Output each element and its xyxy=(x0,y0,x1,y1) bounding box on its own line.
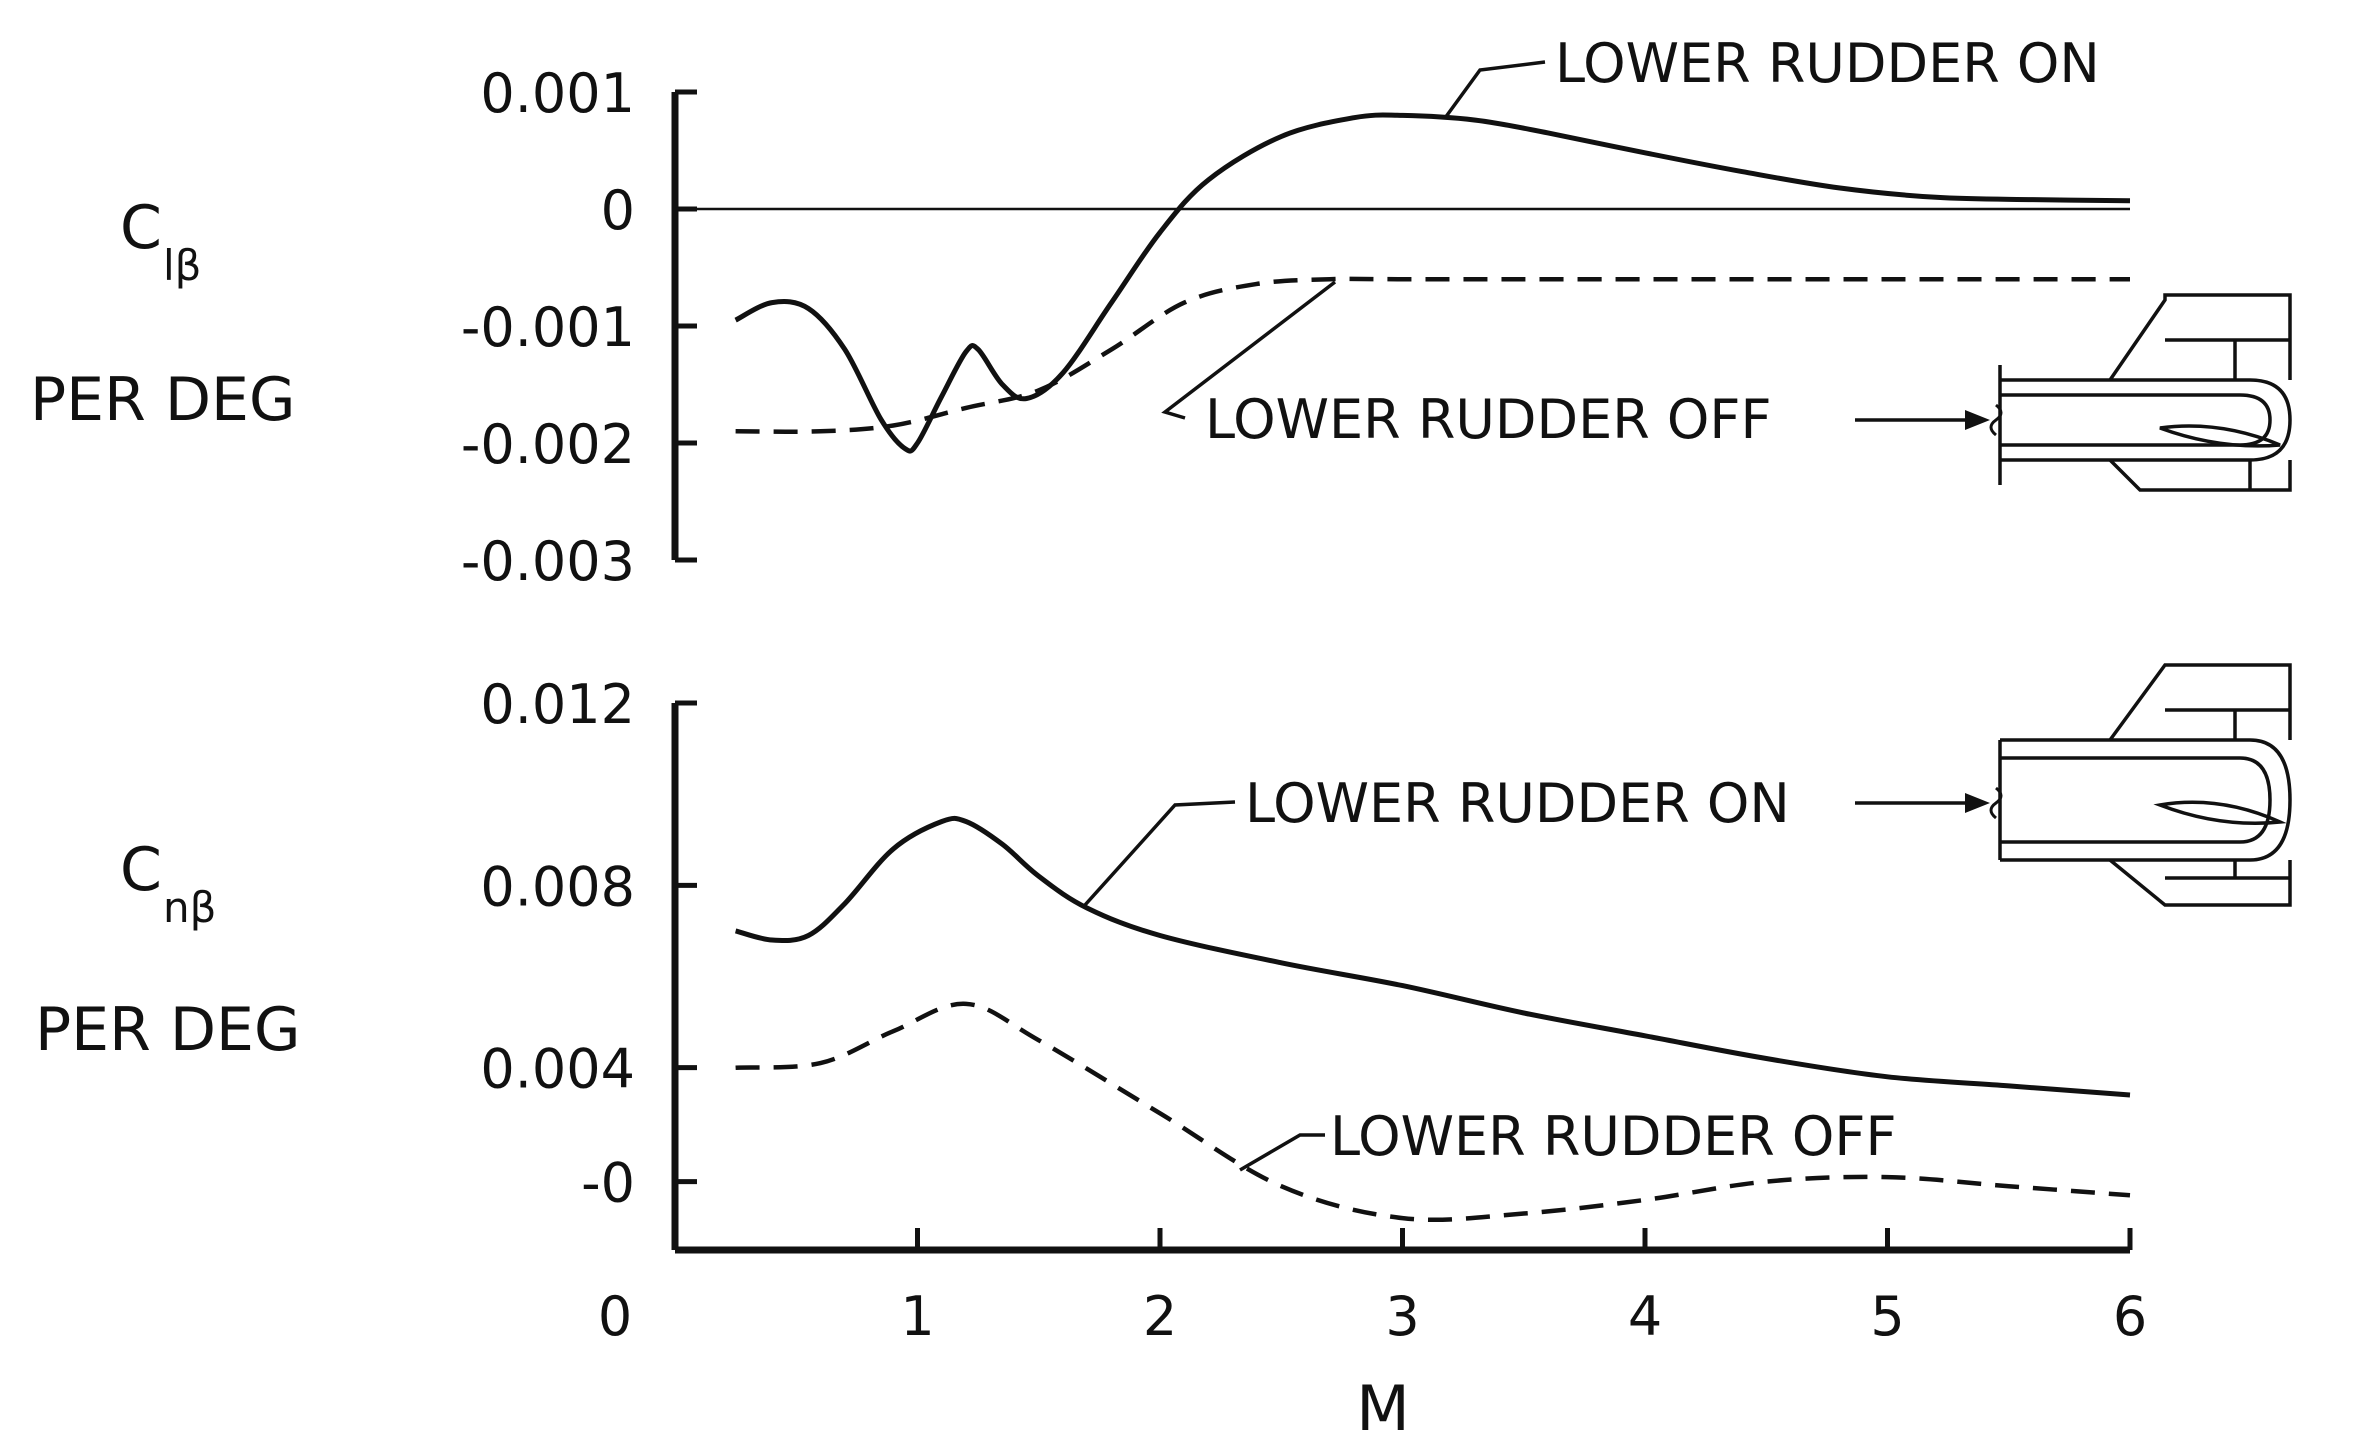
bottom-x-tick-label: 5 xyxy=(1870,1285,1904,1348)
bottom-on-arrowhead xyxy=(1965,793,1990,813)
top-y-tick-label: -0.002 xyxy=(461,413,635,476)
bottom-y-tick-label: 0.008 xyxy=(480,855,635,918)
top-on-leader xyxy=(1443,60,1546,120)
bottom-x-tick-label: 0 xyxy=(598,1285,632,1348)
top-off-leader xyxy=(1161,280,1337,420)
top-y-label-sub: lβ xyxy=(163,241,201,290)
bottom-series-rudder-on xyxy=(734,815,2131,1098)
top-y-tick-label: 0 xyxy=(601,179,635,242)
aircraft-sketch-rudder-on xyxy=(1989,663,2292,907)
bottom-chart: C nβ PER DEG 0.012 0.008 0.004 -0 0 1 2 3 4 5 6 M… xyxy=(35,663,2292,1445)
bottom-y-tick-label: 0.012 xyxy=(480,673,635,736)
bottom-y-tick-label: 0.004 xyxy=(480,1038,635,1101)
bottom-series-rudder-off xyxy=(735,1001,2131,1223)
bottom-on-leader xyxy=(1083,800,1236,907)
bottom-y-label-sub: nβ xyxy=(163,883,216,932)
bottom-x-tick-label: 3 xyxy=(1385,1285,1419,1348)
top-y-label-unit: PER DEG xyxy=(30,365,295,435)
bottom-y-label-unit: PER DEG xyxy=(35,995,300,1065)
bottom-x-ticks: 0 1 2 3 4 5 6 xyxy=(598,1228,2147,1348)
top-y-label-main: C xyxy=(120,193,162,263)
top-y-tick-label: -0.001 xyxy=(461,296,635,359)
top-chart: C lβ PER DEG 0.001 0 -0.001 -0.002 -0.003 LO… xyxy=(30,32,2292,593)
bottom-x-tick-label: 6 xyxy=(2113,1285,2147,1348)
bottom-x-tick-label: 4 xyxy=(1628,1285,1662,1348)
bottom-y-label: C nβ PER DEG xyxy=(35,835,300,1065)
top-y-tick-label: 0.001 xyxy=(480,62,635,125)
top-y-ticks: 0.001 0 -0.001 -0.002 -0.003 xyxy=(461,62,697,593)
top-series-rudder-off xyxy=(735,276,2130,434)
top-off-arrowhead xyxy=(1965,410,1990,430)
top-on-callout: LOWER RUDDER ON xyxy=(1555,32,2100,95)
aircraft-sketch-rudder-off xyxy=(1989,293,2292,492)
bottom-x-tick-label: 1 xyxy=(900,1285,934,1348)
bottom-off-callout: LOWER RUDDER OFF xyxy=(1330,1105,1897,1168)
bottom-x-tick-label: 2 xyxy=(1143,1285,1177,1348)
bottom-x-label: M xyxy=(1356,1372,1410,1445)
top-off-callout: LOWER RUDDER OFF xyxy=(1205,388,1772,451)
top-series-rudder-on xyxy=(734,112,2131,454)
bottom-off-leader xyxy=(1239,1133,1325,1172)
bottom-y-label-main: C xyxy=(120,835,162,905)
bottom-on-callout: LOWER RUDDER ON xyxy=(1245,772,1790,835)
top-y-label: C lβ PER DEG xyxy=(30,193,295,435)
top-y-tick-label: -0.003 xyxy=(461,530,635,593)
bottom-y-ticks: 0.012 0.008 0.004 -0 xyxy=(480,673,697,1215)
bottom-y-tick-label: -0 xyxy=(581,1152,635,1215)
